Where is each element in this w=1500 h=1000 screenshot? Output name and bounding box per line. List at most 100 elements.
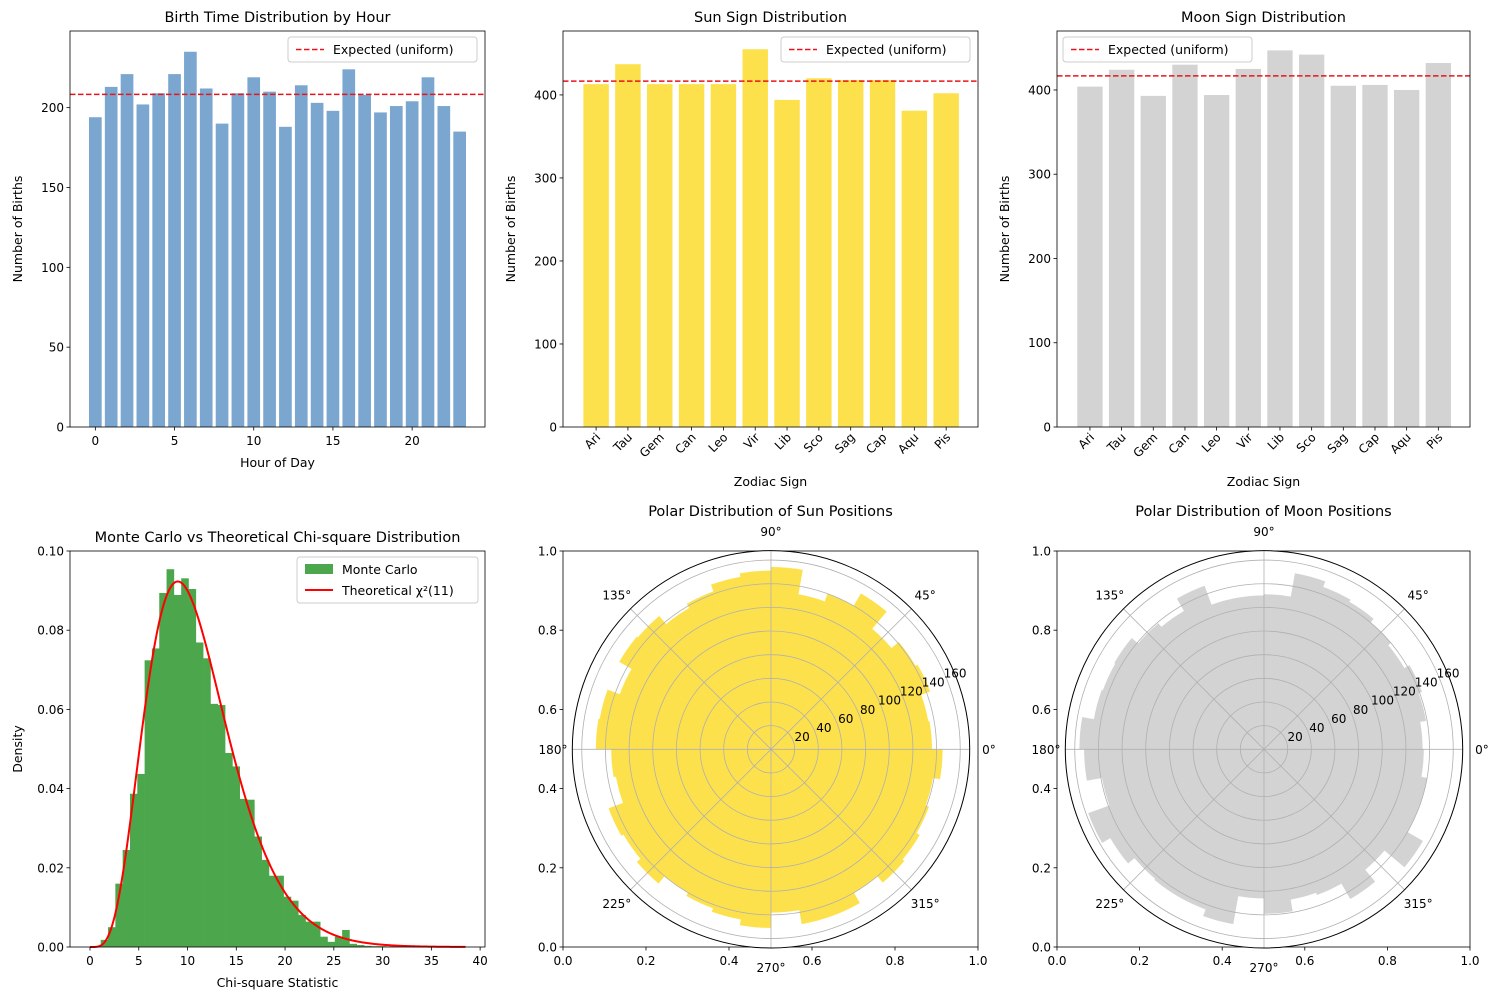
bar (837, 79, 864, 427)
chi-square-panel: 0 5 10 15 20 25 30 35 40 Chi-square Statistic 0.00… (10, 530, 488, 990)
histogram-bar (239, 798, 248, 947)
x-tick-label: Aqu (895, 430, 921, 456)
x-tick-label: Cap (1356, 430, 1382, 456)
bar (263, 91, 276, 427)
x-tick-label: 0.0 (553, 954, 572, 968)
histogram-bar (210, 703, 219, 947)
y-tick-label: 300 (534, 171, 557, 185)
x-tick-label: Leo (1199, 430, 1224, 455)
radial-tick-label: 80 (1353, 703, 1368, 717)
radial-tick-label: 60 (1331, 712, 1346, 726)
histogram-bar (166, 569, 175, 947)
histogram-bar (298, 914, 306, 947)
legend-patch-icon (305, 564, 333, 574)
y-tick-label: 0 (1043, 421, 1051, 435)
angular-gridline (770, 749, 912, 891)
bar (405, 101, 419, 428)
bar (901, 110, 928, 427)
bar (310, 102, 324, 428)
bar (774, 99, 800, 427)
x-tick-label: Pis (1424, 430, 1446, 452)
y-tick-label: 0.2 (538, 861, 557, 875)
polar-bar (1263, 573, 1326, 750)
radial-tick-label: 120 (900, 685, 923, 699)
bar (1393, 89, 1420, 427)
bar (152, 93, 166, 427)
angle-tick-label: 270° (757, 961, 786, 975)
y-tick-label: 0.8 (1032, 624, 1051, 638)
histogram-bar (122, 849, 131, 947)
x-tick-label: Vir (741, 430, 762, 451)
histogram-bar (129, 793, 138, 947)
x-axis-label: Zodiac Sign (1227, 474, 1300, 489)
moon-sign-panel: Ari Tau Gem Can Leo Vir Lib Sco Sag Cap Aqu Pis Zodi… (997, 10, 1471, 489)
x-tick-label: 15 (229, 954, 244, 968)
x-tick-label: 0 (92, 434, 100, 448)
x-tick-label: Tau (610, 430, 635, 455)
bar (1267, 50, 1293, 427)
histogram-bar (225, 752, 233, 947)
bar (453, 131, 466, 427)
chart-title: Sun Sign Distribution (694, 10, 847, 26)
polar-bar (770, 641, 916, 750)
axes-frame (69, 550, 486, 948)
histogram-bar (247, 799, 255, 947)
y-tick-label: 100 (534, 337, 557, 351)
x-axis-label: Hour of Day (240, 455, 315, 470)
y-tick-label: 0.04 (37, 782, 64, 796)
bar (615, 64, 641, 427)
radial-tick-label: 100 (1371, 694, 1394, 708)
histogram-bar (283, 896, 292, 947)
x-tick-label: 0.2 (1130, 954, 1149, 968)
y-tick-label: 200 (41, 101, 64, 115)
y-tick-label: 1.0 (1032, 545, 1051, 559)
histogram-bar (188, 589, 197, 947)
x-tick-label: Ari (582, 430, 604, 452)
axes-frame (69, 30, 486, 428)
bar (89, 117, 102, 428)
y-axis-label: Density (10, 725, 25, 773)
histogram-bar (334, 936, 343, 947)
polar-bar (1263, 749, 1376, 900)
angular-gridline (630, 749, 772, 891)
histogram-bar (203, 658, 211, 947)
x-tick-label: 10 (180, 954, 195, 968)
chart-title: Polar Distribution of Sun Positions (648, 504, 893, 520)
sun-polar-panel: 0.00.0 0.2 0.2 0.4 0.4 0.6 0.6 0.8 0.8 1.0 1.0 0° 45… (538, 504, 996, 975)
radial-tick-label: 160 (1437, 667, 1460, 681)
x-tick-label: Cap (863, 430, 889, 456)
x-tick-label: Lib (1265, 430, 1287, 452)
histogram-bar (268, 875, 277, 947)
bar (358, 94, 371, 427)
histogram-bar (320, 936, 328, 947)
x-tick-label: 5 (171, 434, 179, 448)
angle-tick-label: 270° (1250, 961, 1279, 975)
bar (294, 85, 308, 428)
histogram-bar (364, 945, 372, 947)
histogram-bar (151, 648, 160, 947)
x-tick-label: 1.0 (968, 954, 987, 968)
bar (1235, 68, 1261, 428)
radial-tick-label: 80 (860, 703, 875, 717)
bar (1077, 86, 1103, 427)
y-tick-label: 50 (49, 341, 64, 355)
angular-gridline (630, 608, 772, 750)
x-tick-label: 20 (404, 434, 419, 448)
y-tick-label: 100 (1028, 336, 1051, 350)
x-tick-label: 25 (326, 954, 341, 968)
x-tick-label: Gem (637, 430, 667, 460)
bar (742, 49, 768, 427)
y-tick-label: 0.4 (1032, 782, 1051, 796)
radial-tick-label: 60 (838, 712, 853, 726)
radial-tick-label: 120 (1393, 685, 1416, 699)
bar (1140, 95, 1166, 428)
bar (806, 78, 832, 428)
x-tick-label: Pis (932, 430, 954, 452)
sun-sign-panel: Ari Tau Gem Can Leo Vir Lib Sco Sag Cap Aqu Pis Zodi… (503, 10, 979, 489)
histogram-bar (195, 642, 204, 947)
y-tick-label: 0 (549, 421, 557, 435)
angle-tick-label: 225° (602, 897, 631, 911)
angular-gridline (1263, 749, 1405, 891)
hourly-births-panel: 0 5 10 15 20 Hour of Day 0 50 100 150 200 Number of… (10, 10, 486, 470)
